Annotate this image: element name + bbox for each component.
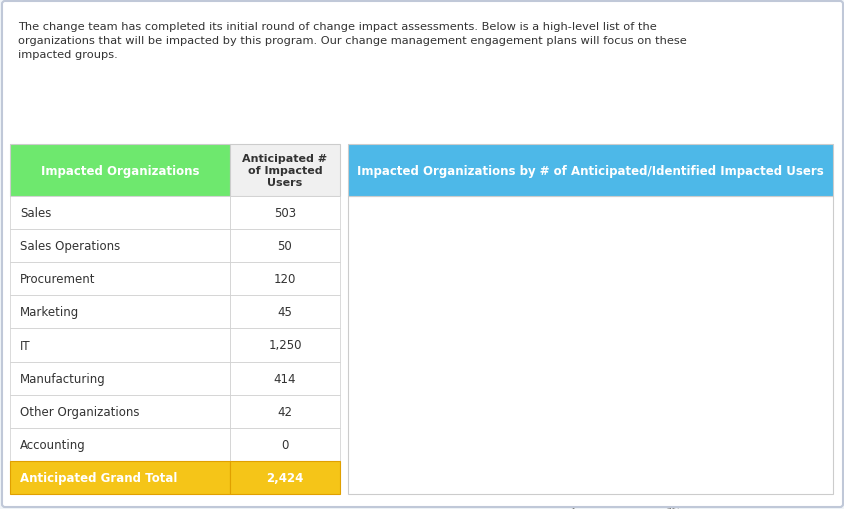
FancyBboxPatch shape [230,395,339,428]
Text: 503: 503 [467,344,485,354]
Bar [619,431,647,439]
Text: Sales Operations: Sales Operations [20,240,120,252]
Text: Impacted Organizations: Impacted Organizations [41,164,199,177]
Text: 1,250: 1,250 [409,219,437,230]
Text: Anticipated #
of Impacted
Users: Anticipated # of Impacted Users [242,154,327,187]
Text: 50: 50 [627,419,639,429]
FancyBboxPatch shape [230,296,339,329]
FancyBboxPatch shape [348,145,832,196]
FancyBboxPatch shape [10,263,230,296]
Bar [514,371,543,439]
Text: 120: 120 [571,407,590,417]
FancyBboxPatch shape [10,461,230,494]
Bar [671,432,700,439]
Text: Anticipated Grand Total: Anticipated Grand Total [20,471,177,484]
Text: Other Organizations: Other Organizations [20,405,139,418]
FancyBboxPatch shape [10,230,230,263]
Text: Marketing: Marketing [20,306,79,319]
FancyBboxPatch shape [230,428,339,461]
Text: Manufacturing: Manufacturing [20,372,106,385]
Text: 414: 414 [273,372,296,385]
Text: 2,424: 2,424 [266,471,303,484]
FancyBboxPatch shape [230,362,339,395]
FancyBboxPatch shape [348,196,832,494]
FancyBboxPatch shape [230,461,339,494]
Bar [462,356,490,439]
Bar [409,232,438,439]
Text: IT: IT [20,339,30,352]
Text: The change team has completed its initial round of change impact assessments. Be: The change team has completed its initia… [18,22,686,60]
FancyBboxPatch shape [10,395,230,428]
Bar [723,432,752,439]
Text: 50: 50 [278,240,292,252]
Text: 503: 503 [273,207,295,219]
FancyBboxPatch shape [10,362,230,395]
FancyBboxPatch shape [10,196,230,230]
Text: 45: 45 [277,306,292,319]
Text: Impacted Organizations by # of Anticipated/Identified Impacted Users: Impacted Organizations by # of Anticipat… [357,164,823,177]
FancyBboxPatch shape [230,230,339,263]
Text: 1,250: 1,250 [268,339,301,352]
Text: Sales: Sales [20,207,51,219]
FancyBboxPatch shape [230,329,339,362]
FancyBboxPatch shape [10,145,230,196]
Text: 42: 42 [732,420,744,430]
FancyBboxPatch shape [10,296,230,329]
Text: Procurement: Procurement [20,273,95,286]
Text: 414: 414 [519,358,538,369]
FancyBboxPatch shape [10,329,230,362]
FancyBboxPatch shape [10,428,230,461]
FancyBboxPatch shape [230,145,339,196]
Text: 45: 45 [679,420,691,430]
Text: 120: 120 [273,273,296,286]
Text: 42: 42 [277,405,292,418]
Bar [566,419,595,439]
Text: 0: 0 [281,438,289,451]
FancyBboxPatch shape [230,263,339,296]
Text: Accounting: Accounting [20,438,85,451]
Text: 0: 0 [787,427,793,437]
FancyBboxPatch shape [230,196,339,230]
